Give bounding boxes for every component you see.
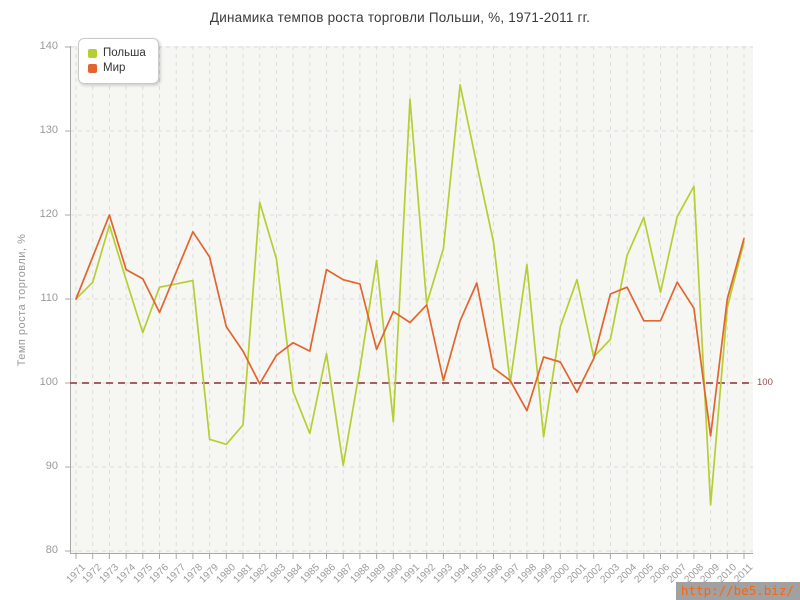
watermark-link[interactable]: http://be5.biz/: [676, 582, 800, 600]
y-axis-tick-label: 80: [45, 544, 58, 556]
reference-line-label: 100: [757, 377, 773, 388]
legend-label-world: Мир: [103, 62, 126, 74]
plot-area: [65, 46, 753, 559]
chart-title: Динамика темпов роста торговли Польши, %…: [209, 10, 591, 25]
y-axis-tick-label: 100: [39, 376, 58, 388]
y-axis-tick-label: 90: [45, 460, 58, 472]
legend: Польша Мир: [78, 38, 159, 84]
y-axis-tick-label: 110: [40, 292, 58, 304]
world-series-swatch-icon: [88, 64, 97, 73]
legend-item-world[interactable]: Мир: [88, 62, 146, 75]
y-axis-tick-label: 120: [39, 208, 58, 220]
poland-series-swatch-icon: [88, 49, 97, 58]
legend-label-poland: Польша: [103, 47, 146, 59]
legend-item-poland[interactable]: Польша: [88, 47, 146, 60]
y-axis-tick-label: 130: [39, 124, 58, 136]
y-axis-tick-label: 140: [39, 40, 58, 52]
